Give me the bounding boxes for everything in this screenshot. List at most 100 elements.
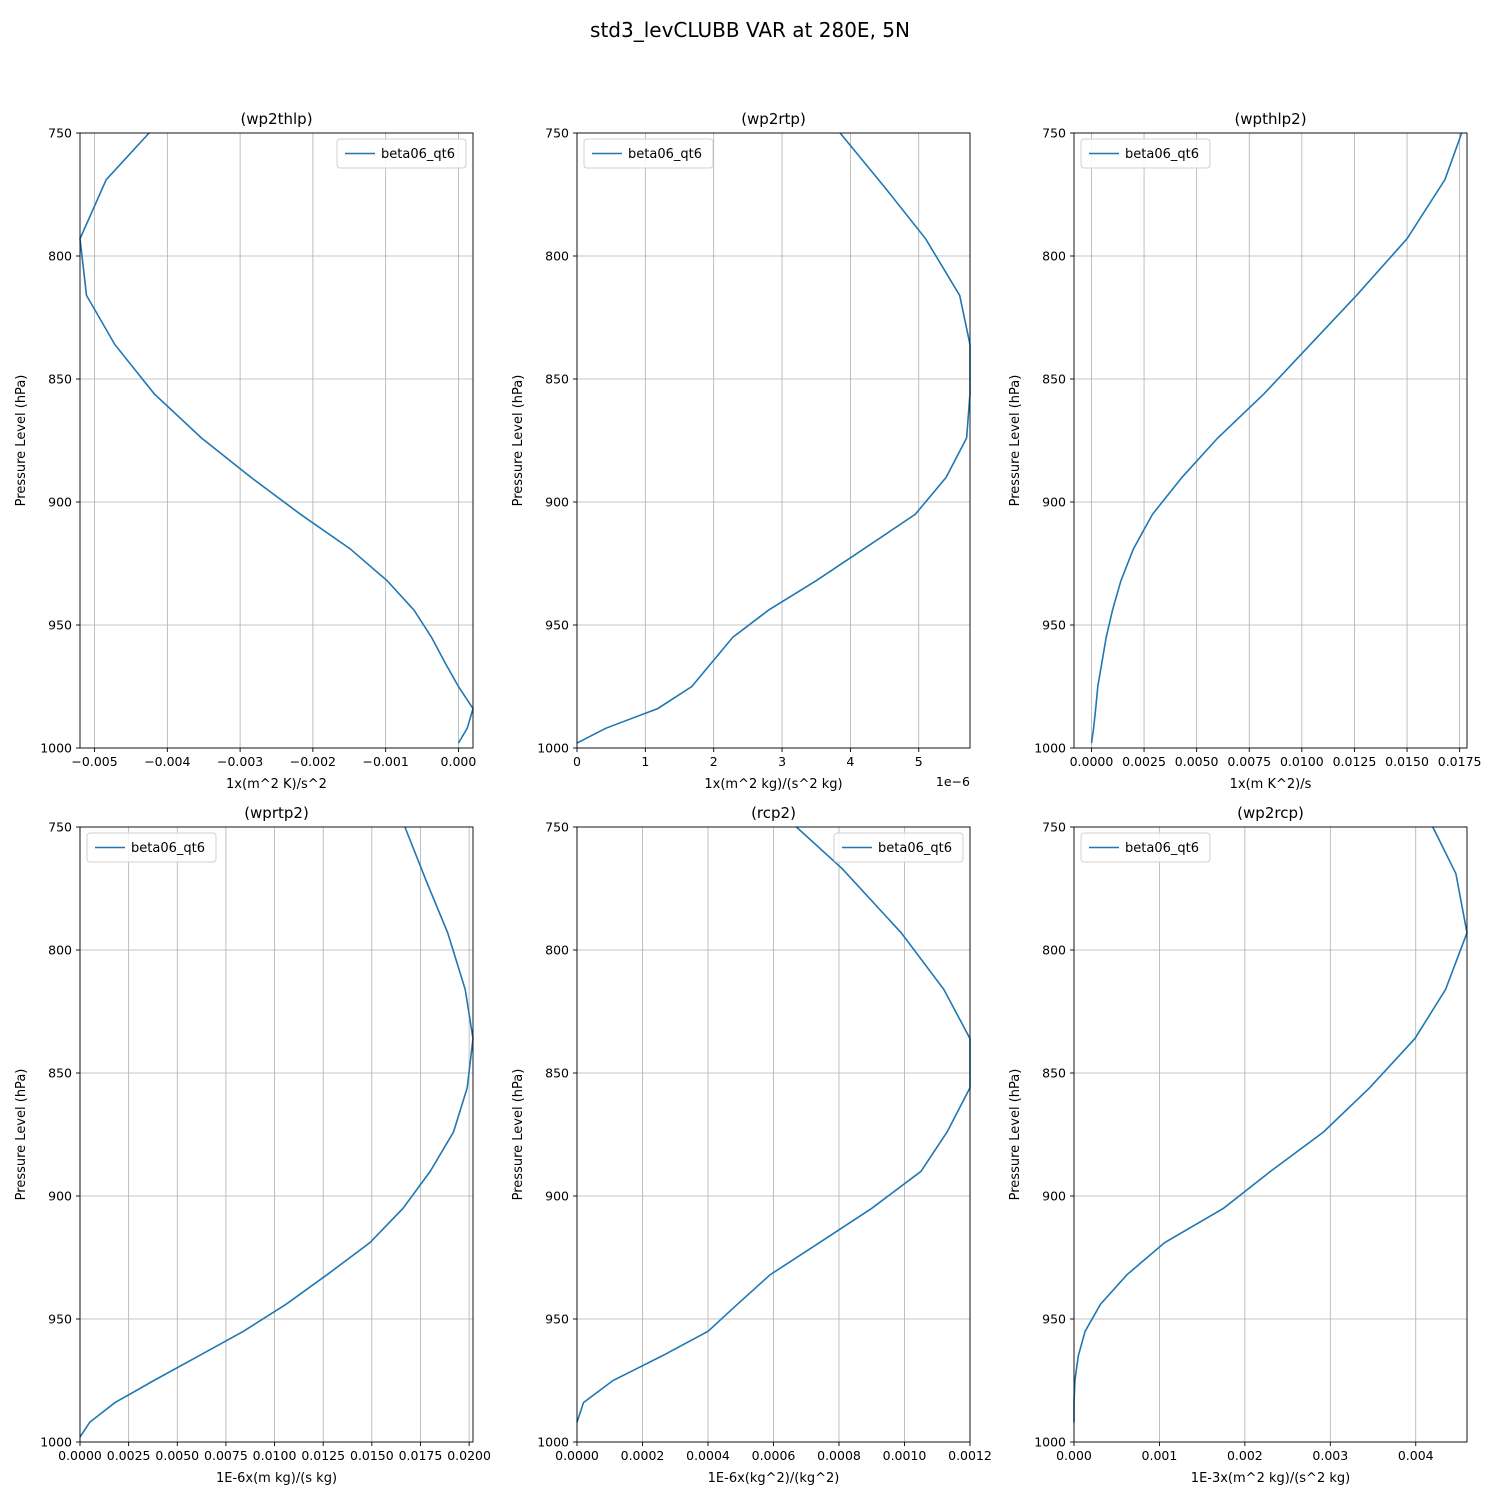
series-line-beta06_qt6 bbox=[1073, 826, 1468, 1423]
x-tick-label: 0.0150 bbox=[350, 1448, 394, 1463]
x-tick-label: 0.002 bbox=[1227, 1448, 1263, 1463]
x-tick-label: 0.0012 bbox=[948, 1448, 992, 1463]
y-tick-label: 950 bbox=[1042, 1312, 1066, 1327]
y-tick-label: 1000 bbox=[40, 741, 72, 756]
x-tick-label: 0.0200 bbox=[447, 1448, 491, 1463]
figure-title: std3_levCLUBB VAR at 280E, 5N bbox=[590, 18, 910, 42]
legend-box bbox=[86, 832, 217, 863]
x-tick-label: 0.0175 bbox=[1438, 754, 1482, 769]
y-tick-label: 750 bbox=[48, 126, 72, 141]
y-tick-label: 800 bbox=[48, 249, 72, 264]
y-tick-label: 950 bbox=[545, 1312, 569, 1327]
axes-frame bbox=[79, 132, 474, 749]
x-offset-label: 1e−6 bbox=[936, 774, 970, 789]
y-tick-label: 800 bbox=[1042, 943, 1066, 958]
axes-frame bbox=[1073, 826, 1468, 1443]
legend: beta06_qt6 bbox=[336, 138, 467, 169]
legend: beta06_qt6 bbox=[86, 832, 217, 863]
x-tick-label: 0.0050 bbox=[1175, 754, 1219, 769]
series-line-beta06_qt6 bbox=[576, 132, 971, 744]
x-tick-label: 0.0150 bbox=[1385, 754, 1429, 769]
x-tick-label: 2 bbox=[710, 754, 718, 769]
x-tick-label: 0.003 bbox=[1312, 1448, 1348, 1463]
x-tick-label: 0.0175 bbox=[399, 1448, 443, 1463]
y-tick-label: 1000 bbox=[537, 1435, 569, 1450]
y-tick-label: 800 bbox=[1042, 249, 1066, 264]
panel-6: 0.000 0.001 0.002 0.003 0.004 750 800 850 900 950… bbox=[1008, 804, 1468, 1486]
x-axis-label: 1E-6x(kg^2)/(kg^2) bbox=[708, 1471, 840, 1486]
x-tick-label: −0.001 bbox=[363, 754, 409, 769]
x-tick-label: 0.0004 bbox=[686, 1448, 730, 1463]
y-tick-label: 1000 bbox=[537, 741, 569, 756]
legend-entry: beta06_qt6 bbox=[628, 147, 702, 162]
legend-entry: beta06_qt6 bbox=[878, 841, 952, 856]
y-tick-label: 800 bbox=[545, 943, 569, 958]
y-axis-label: Pressure Level (hPa) bbox=[511, 1069, 526, 1201]
x-tick-label: 4 bbox=[846, 754, 854, 769]
y-tick-label: 1000 bbox=[1034, 741, 1066, 756]
y-tick-label: 750 bbox=[545, 820, 569, 835]
legend-box bbox=[583, 138, 714, 169]
x-tick-label: 0.0000 bbox=[555, 1448, 599, 1463]
y-tick-label: 1000 bbox=[1034, 1435, 1066, 1450]
x-axis-label: 1E-3x(m^2 kg)/(s^2 kg) bbox=[1191, 1471, 1350, 1486]
x-tick-label: 0.0000 bbox=[58, 1448, 102, 1463]
x-tick-label: 0.0075 bbox=[204, 1448, 248, 1463]
series-line-beta06_qt6 bbox=[576, 826, 971, 1423]
panel-title: (wpthlp2) bbox=[1234, 110, 1306, 128]
panel-title: (rcp2) bbox=[751, 804, 796, 822]
x-tick-label: 5 bbox=[915, 754, 923, 769]
x-tick-label: 0.0010 bbox=[883, 1448, 927, 1463]
legend: beta06_qt6 bbox=[1080, 832, 1211, 863]
legend-box bbox=[336, 138, 467, 169]
x-tick-label: 0.0025 bbox=[107, 1448, 151, 1463]
y-tick-label: 950 bbox=[1042, 618, 1066, 633]
legend-box bbox=[1080, 138, 1211, 169]
y-tick-label: 800 bbox=[48, 943, 72, 958]
panel-3: 0.0000 0.0025 0.0050 0.0075 0.0100 0.0125 0.01… bbox=[1008, 110, 1482, 792]
panel-title: (wp2thlp) bbox=[240, 110, 312, 128]
y-axis-label: Pressure Level (hPa) bbox=[1008, 375, 1023, 507]
x-tick-label: 0.0100 bbox=[1280, 754, 1324, 769]
x-axis-label: 1x(m^2 K)/s^2 bbox=[226, 777, 327, 792]
x-tick-label: 0.001 bbox=[1142, 1448, 1178, 1463]
legend-box bbox=[1080, 832, 1211, 863]
x-axis-label: 1x(m K^2)/s bbox=[1230, 777, 1312, 792]
axes-frame bbox=[1073, 132, 1468, 749]
x-tick-label: 0.0050 bbox=[155, 1448, 199, 1463]
panel-1: −0.005 −0.004 −0.003 −0.002 −0.001 0.000 750 80… bbox=[14, 110, 476, 792]
legend-entry: beta06_qt6 bbox=[1125, 147, 1199, 162]
y-tick-label: 850 bbox=[48, 1066, 72, 1081]
x-tick-label: −0.005 bbox=[71, 754, 117, 769]
x-tick-label: 0.0025 bbox=[1122, 754, 1166, 769]
x-tick-label: 0.004 bbox=[1398, 1448, 1434, 1463]
y-tick-label: 850 bbox=[545, 372, 569, 387]
legend: beta06_qt6 bbox=[1080, 138, 1211, 169]
y-axis-label: Pressure Level (hPa) bbox=[14, 1069, 29, 1201]
x-tick-label: 0.0075 bbox=[1227, 754, 1271, 769]
y-axis-label: Pressure Level (hPa) bbox=[1008, 1069, 1023, 1201]
y-tick-label: 800 bbox=[545, 249, 569, 264]
axes-frame bbox=[576, 132, 971, 749]
y-tick-label: 750 bbox=[1042, 820, 1066, 835]
panel-2: 0 1 2 3 4 5 750 800 850 900 950 1000 (wp2rtp) 1x(m^2 … bbox=[511, 110, 971, 792]
y-tick-label: 850 bbox=[1042, 372, 1066, 387]
x-tick-label: −0.004 bbox=[144, 754, 190, 769]
series-line-beta06_qt6 bbox=[1090, 132, 1463, 744]
x-tick-label: 0.0006 bbox=[752, 1448, 796, 1463]
legend-entry: beta06_qt6 bbox=[381, 147, 455, 162]
x-tick-label: 0.000 bbox=[1056, 1448, 1092, 1463]
y-tick-label: 850 bbox=[48, 372, 72, 387]
panel-5: 0.0000 0.0002 0.0004 0.0006 0.0008 0.0010 0.00… bbox=[511, 804, 992, 1486]
x-tick-label: 0.0100 bbox=[253, 1448, 297, 1463]
x-tick-label: −0.002 bbox=[290, 754, 336, 769]
x-tick-label: 0.0008 bbox=[817, 1448, 861, 1463]
y-tick-label: 900 bbox=[545, 1189, 569, 1204]
y-tick-label: 900 bbox=[48, 495, 72, 510]
panel-title: (wp2rtp) bbox=[741, 110, 806, 128]
series-line-beta06_qt6 bbox=[79, 132, 474, 744]
y-tick-label: 900 bbox=[545, 495, 569, 510]
y-tick-label: 850 bbox=[1042, 1066, 1066, 1081]
x-tick-label: −0.003 bbox=[217, 754, 263, 769]
